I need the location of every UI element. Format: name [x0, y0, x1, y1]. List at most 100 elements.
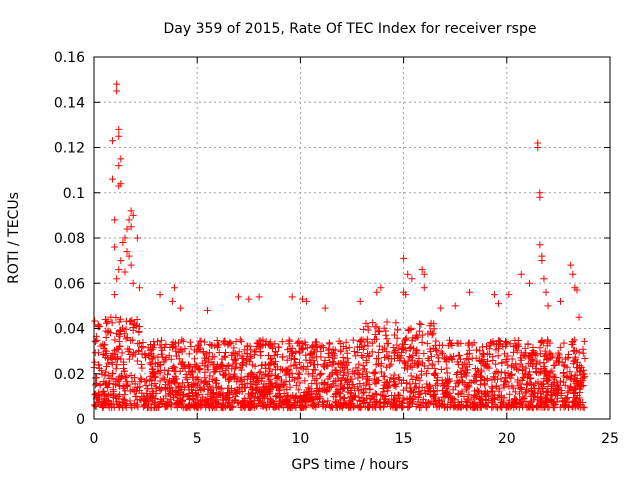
data-point: [230, 344, 238, 352]
data-point: [234, 375, 242, 383]
data-point: [422, 403, 430, 411]
data-point: [576, 378, 584, 386]
data-point: [193, 404, 201, 412]
data-point: [175, 339, 182, 347]
data-point: [518, 400, 526, 408]
data-point: [162, 340, 170, 348]
data-point: [404, 326, 412, 334]
data-point: [348, 381, 356, 389]
data-point: [307, 401, 315, 409]
data-point: [497, 392, 505, 400]
data-point: [320, 380, 328, 388]
data-point: [415, 357, 423, 365]
data-point: [432, 382, 440, 390]
data-point: [123, 380, 131, 388]
data-point: [563, 363, 571, 371]
data-point: [283, 356, 291, 364]
data-point: [430, 325, 438, 333]
data-point: [432, 337, 440, 345]
data-point: [155, 403, 163, 411]
x-tick-label: 5: [193, 431, 202, 447]
data-point: [220, 371, 228, 379]
y-tick-label: 0.02: [54, 367, 85, 383]
data-point: [138, 364, 146, 372]
data-point: [511, 388, 519, 396]
data-point: [490, 291, 498, 299]
data-point: [112, 314, 120, 322]
data-point: [257, 368, 265, 376]
data-point: [573, 286, 581, 294]
data-point: [508, 355, 516, 363]
data-point: [104, 383, 112, 391]
data-point: [536, 344, 544, 352]
data-point: [136, 396, 144, 404]
data-point: [463, 354, 471, 362]
data-point: [400, 357, 408, 365]
data-point: [295, 386, 303, 394]
data-point: [91, 349, 99, 357]
data-point: [446, 340, 454, 348]
data-point: [521, 344, 529, 352]
data-point: [541, 367, 549, 375]
data-point: [113, 87, 121, 95]
data-point: [445, 342, 453, 350]
data-point: [522, 398, 530, 406]
data-point: [182, 373, 190, 381]
data-point: [501, 369, 509, 377]
data-point: [301, 377, 309, 385]
data-point: [543, 342, 551, 350]
data-point: [213, 403, 221, 411]
data-point: [101, 380, 109, 388]
data-point: [514, 366, 522, 374]
data-point: [304, 384, 312, 392]
data-point: [389, 343, 397, 351]
data-point: [375, 349, 383, 357]
data-point: [497, 368, 505, 376]
data-point: [170, 284, 178, 292]
data-point: [482, 392, 490, 400]
data-point: [464, 366, 472, 374]
data-point: [483, 362, 491, 370]
data-point: [362, 385, 370, 393]
data-point: [215, 341, 223, 349]
data-point: [418, 266, 426, 274]
y-tick-label: 0.04: [54, 322, 85, 338]
data-point: [371, 368, 379, 376]
data-point: [115, 398, 123, 406]
data-point: [247, 354, 255, 362]
data-point: [231, 386, 239, 394]
data-point: [207, 386, 215, 394]
data-point: [497, 398, 505, 406]
data-point: [414, 361, 422, 369]
data-point: [341, 394, 349, 402]
data-point: [232, 363, 240, 371]
data-point: [328, 383, 336, 391]
data-point: [480, 375, 488, 383]
data-point: [359, 362, 367, 370]
data-point: [397, 354, 405, 362]
data-point: [408, 337, 416, 345]
data-point: [121, 391, 129, 399]
data-point: [153, 338, 161, 346]
data-point: [259, 383, 267, 391]
data-point: [349, 336, 357, 344]
data-point: [135, 328, 143, 336]
data-point: [226, 338, 234, 346]
data-point: [266, 355, 274, 363]
data-point: [255, 397, 263, 405]
data-point: [194, 364, 202, 372]
data-point: [496, 402, 504, 410]
data-point: [272, 366, 280, 374]
data-point: [505, 291, 513, 299]
data-point: [420, 350, 428, 358]
data-point: [548, 367, 556, 375]
data-point: [438, 350, 446, 358]
data-point: [295, 369, 303, 377]
data-point: [513, 347, 521, 355]
data-point: [487, 339, 495, 347]
data-point: [533, 357, 541, 365]
data-point: [146, 359, 154, 367]
data-point: [290, 361, 298, 369]
data-point: [442, 384, 450, 392]
data-point: [158, 346, 166, 354]
